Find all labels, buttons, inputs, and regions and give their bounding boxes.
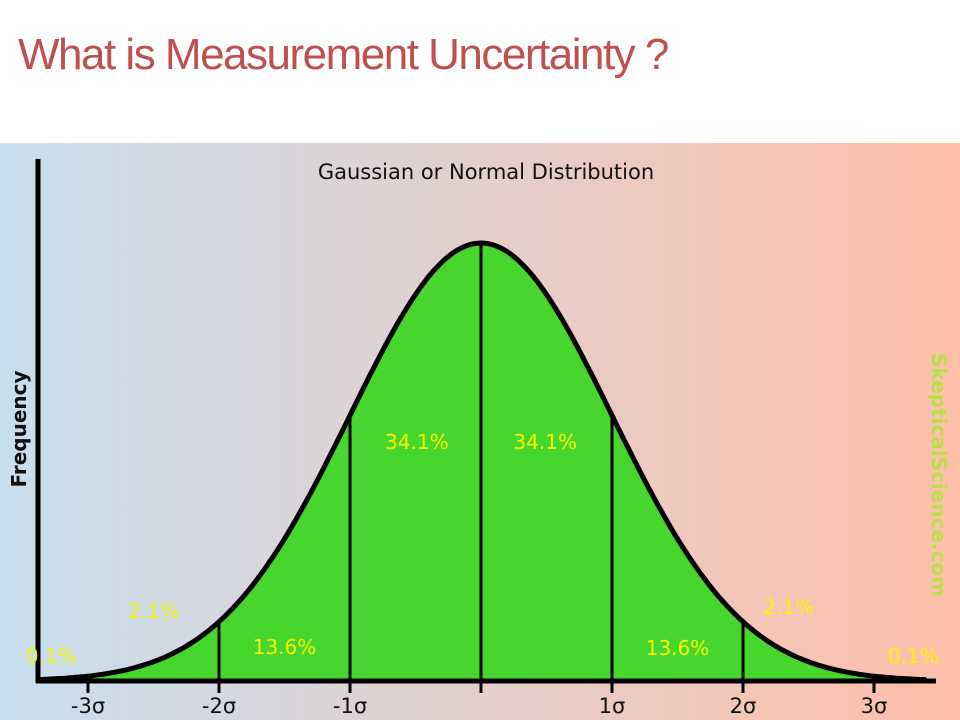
boundary-lines (217, 243, 745, 681)
x-axis-ticks (86, 681, 876, 693)
region-percent-label: 13.6% (253, 635, 317, 659)
x-tick-label: 1σ (599, 694, 626, 718)
region-percent-label: 34.1% (513, 430, 577, 454)
x-tick-label: 2σ (730, 694, 757, 718)
region-percent-label: 0.1% (888, 644, 939, 668)
chart-title: Gaussian or Normal Distribution (318, 160, 654, 184)
x-tick-label: -3σ (71, 694, 105, 718)
region-percent-label: 2.1% (763, 595, 814, 619)
x-tick-label: -1σ (333, 694, 367, 718)
x-axis-tick-labels: -3σ -2σ -1σ 1σ 2σ 3σ (71, 694, 887, 718)
distribution-chart: -3σ -2σ -1σ 1σ 2σ 3σ 0.1% 2.1% 13.6% 34.1% 34.1% 1… (0, 143, 960, 720)
region-percent-labels: 0.1% 2.1% 13.6% 34.1% 34.1% 13.6% 2.1% 0.1% (26, 430, 939, 668)
x-tick-label: 3σ (861, 694, 888, 718)
region-percent-label: 0.1% (26, 644, 77, 668)
watermark-text: SkepticalScience.com (927, 353, 951, 597)
y-axis-label: Frequency (7, 370, 31, 487)
region-percent-label: 2.1% (128, 599, 179, 623)
normal-distribution-figure: -3σ -2σ -1σ 1σ 2σ 3σ 0.1% 2.1% 13.6% 34.1% 34.1% 1… (0, 143, 960, 720)
region-percent-label: 34.1% (385, 430, 449, 454)
slide-title: What is Measurement Uncertainty ? (18, 30, 669, 79)
curve-outline (35, 240, 927, 683)
region-percent-label: 13.6% (646, 636, 710, 660)
x-tick-label: -2σ (202, 694, 236, 718)
